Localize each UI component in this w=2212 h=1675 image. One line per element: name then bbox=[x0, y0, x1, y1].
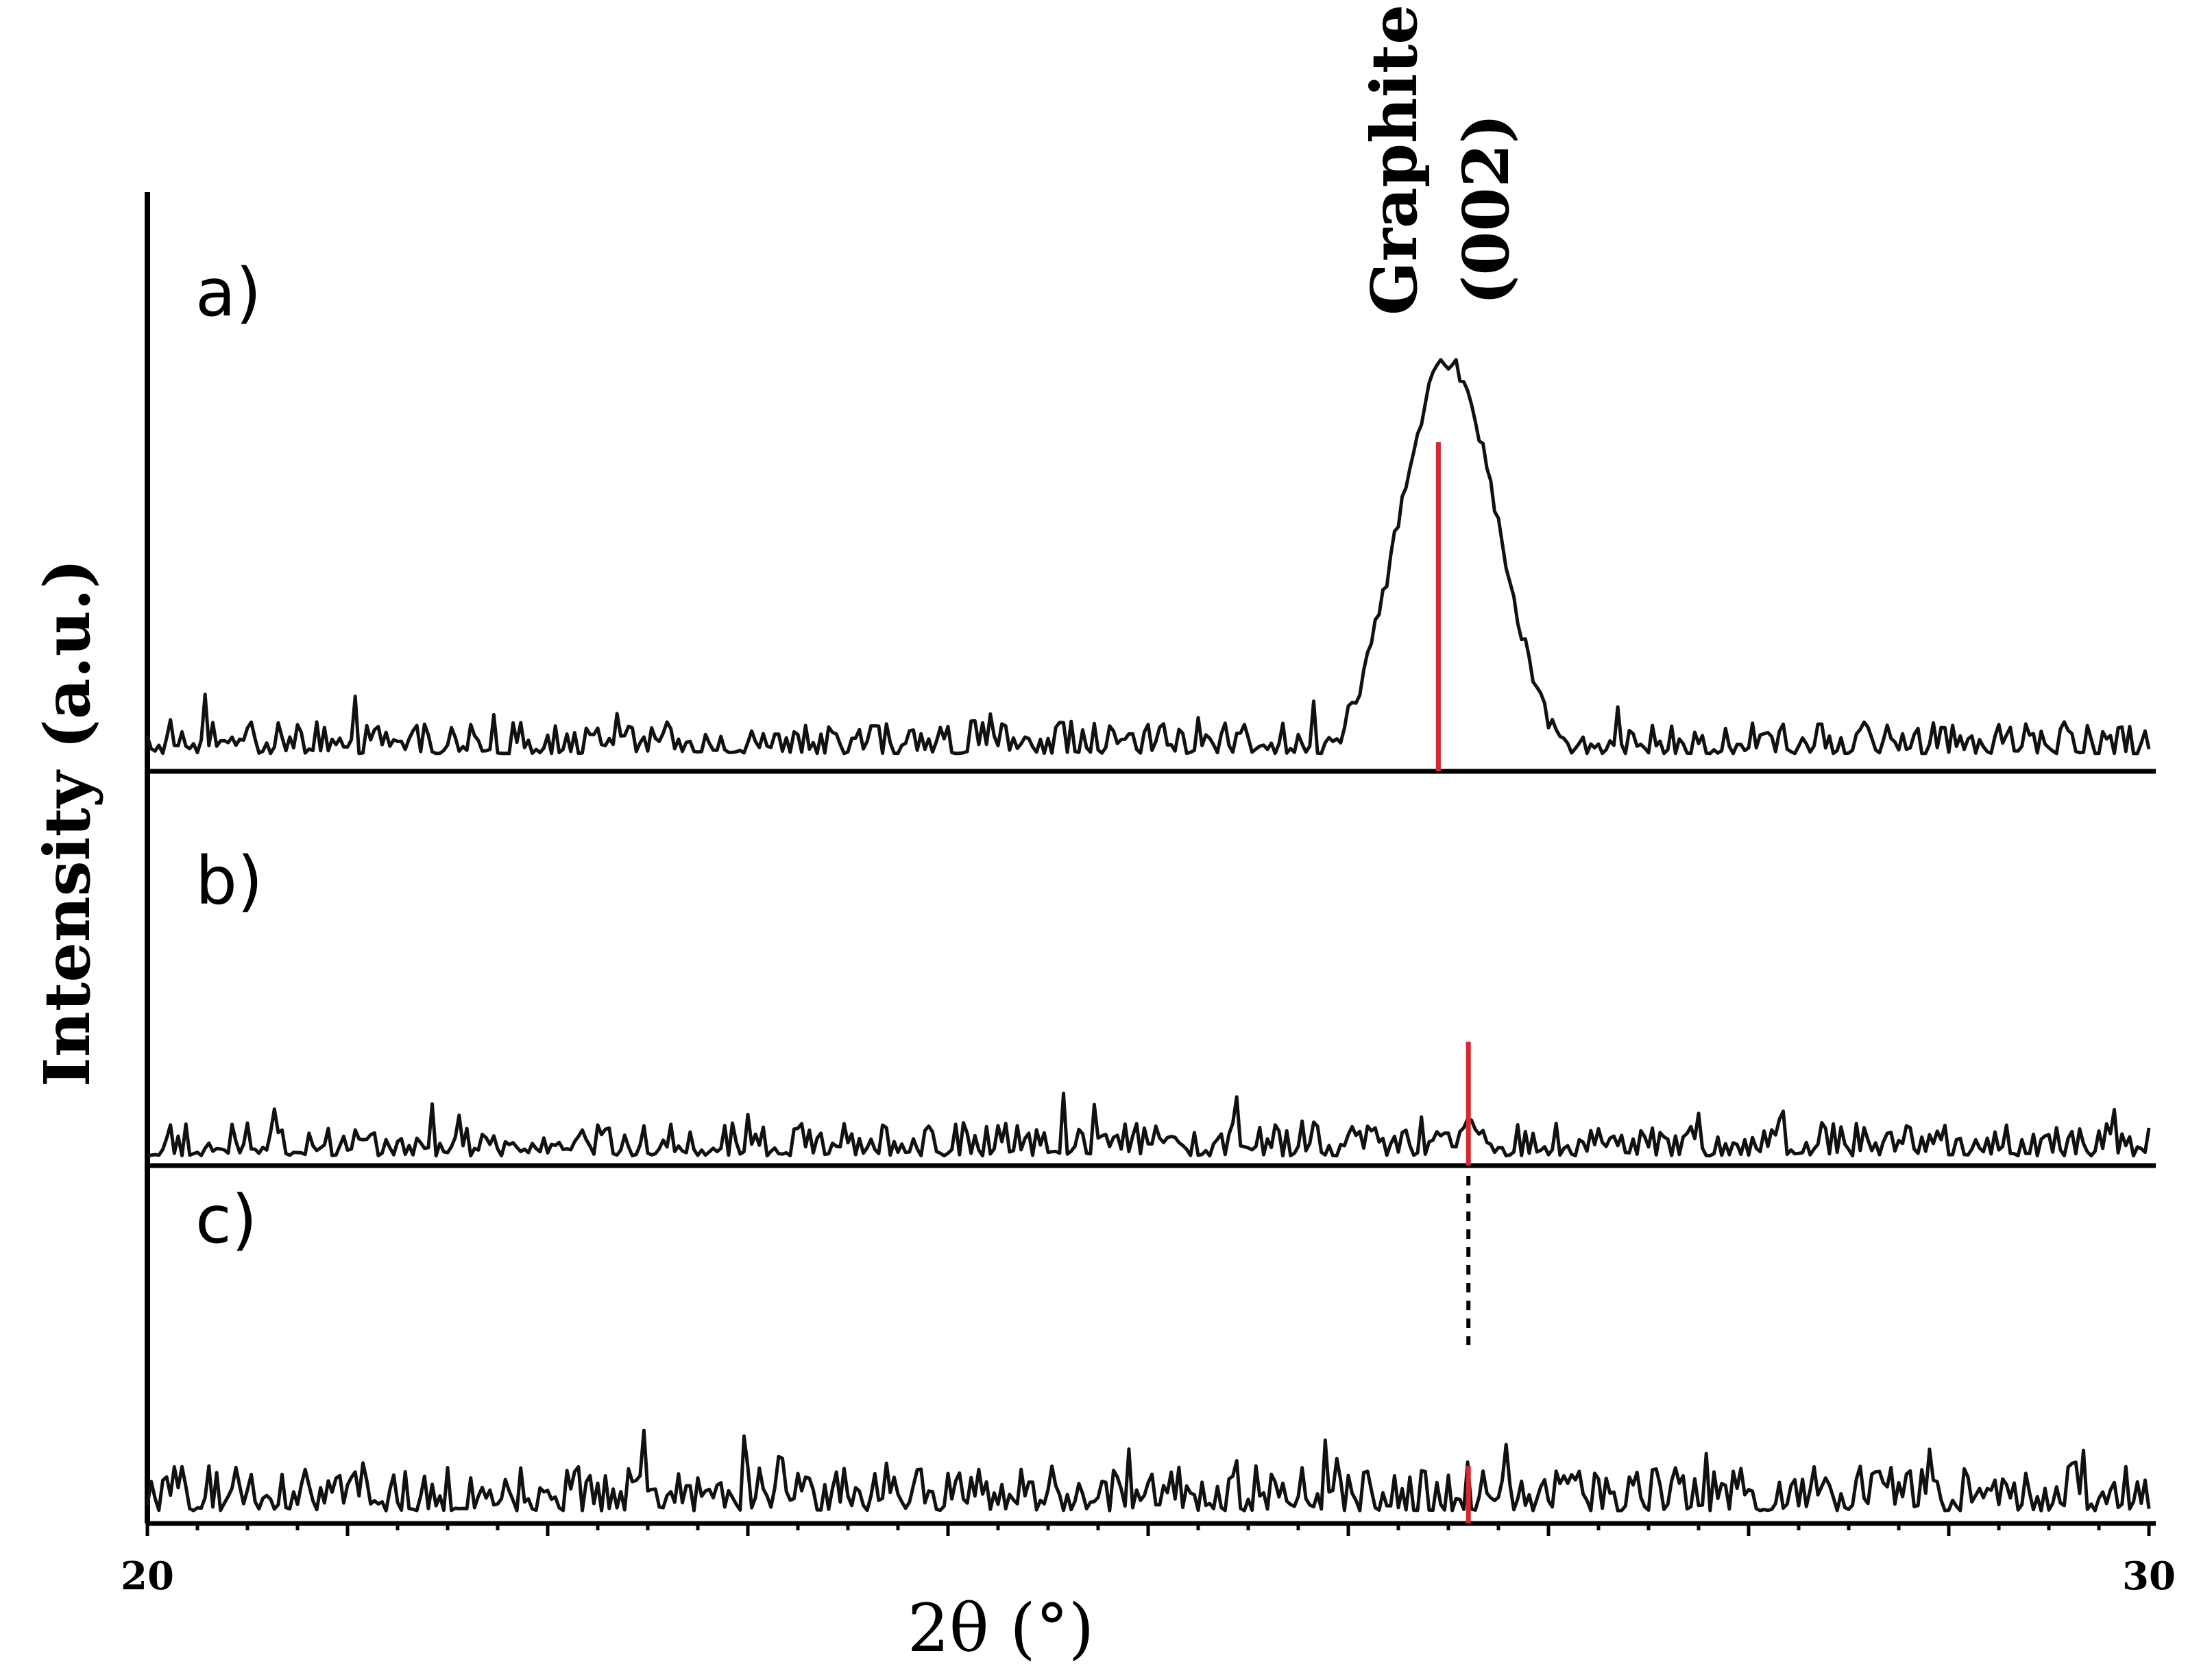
panel-label-c: c) bbox=[195, 1181, 257, 1258]
x-axis-title: 2θ (°) bbox=[908, 1590, 1094, 1667]
y-axis-title: Intensity (a.u.) bbox=[30, 559, 104, 1087]
panel-label-a: a) bbox=[195, 254, 261, 331]
trace-panel-b bbox=[147, 1092, 2151, 1158]
x-tick-label-30: 30 bbox=[2122, 1554, 2176, 1599]
panel-label-b: b) bbox=[195, 843, 263, 919]
plot-layer bbox=[145, 358, 2156, 1536]
x-tick-label-20: 20 bbox=[121, 1554, 174, 1599]
annotation-line2: (002) bbox=[1449, 114, 1523, 305]
annotation-line1: Graphite bbox=[1357, 4, 1431, 315]
trace-panel-c bbox=[145, 1428, 2151, 1513]
trace-panel-a bbox=[145, 358, 2151, 756]
